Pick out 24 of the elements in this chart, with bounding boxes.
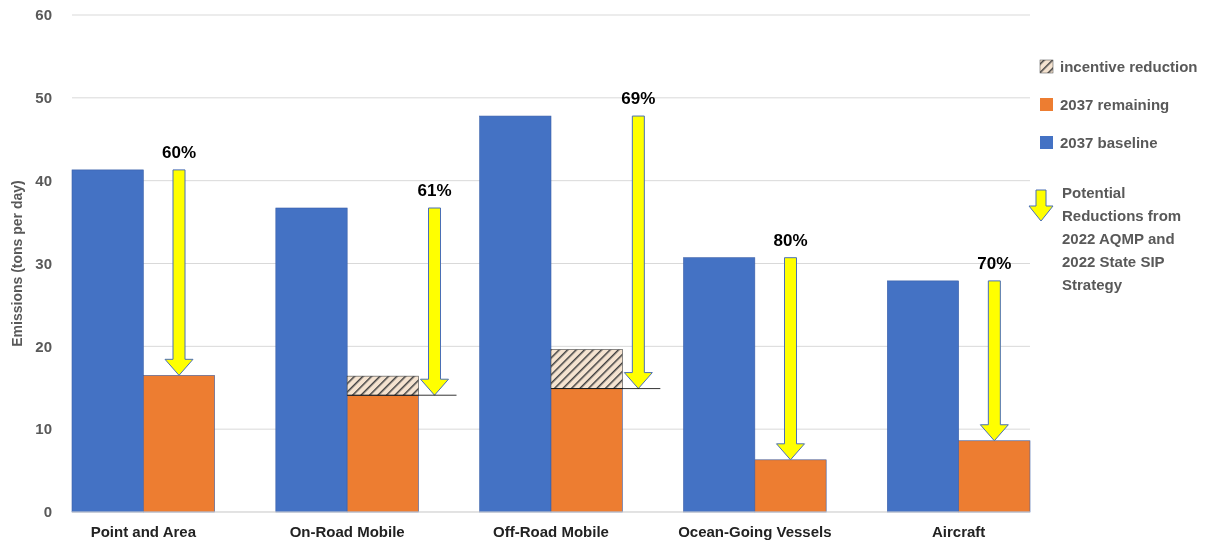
annotation: 69% bbox=[621, 89, 656, 109]
y-tick-label: 60 bbox=[35, 6, 52, 24]
legend-label: incentive reduction bbox=[1060, 58, 1198, 76]
y-tick-label: 0 bbox=[43, 503, 52, 521]
x-tick-label: Off-Road Mobile bbox=[493, 523, 609, 540]
legend-label: 2037 baseline bbox=[1060, 134, 1158, 152]
annotation: 70% bbox=[977, 253, 1012, 273]
x-tick-label: Point and Area bbox=[90, 523, 197, 540]
annotation: 80% bbox=[773, 230, 808, 250]
legend-label: 2037 remaining bbox=[1060, 96, 1170, 114]
text: Potential Reductions from 2022 AQMP and 2022 State SIP Strategy bbox=[1062, 184, 1182, 294]
y-tick-label: 40 bbox=[35, 171, 52, 189]
annotation: 61% bbox=[417, 181, 452, 200]
y-tick-label: 30 bbox=[35, 254, 52, 272]
y-tick-label: 10 bbox=[35, 420, 52, 438]
x-tick-label: On-Road Mobile bbox=[289, 523, 405, 540]
annotation: 60% bbox=[162, 142, 197, 162]
y-tick-label: 20 bbox=[35, 337, 52, 355]
y-axis-title: Emissions (tons per day) bbox=[9, 180, 25, 347]
y-tick-label: 50 bbox=[35, 89, 52, 107]
x-tick-label: Ocean-Going Vessels bbox=[678, 523, 832, 540]
bar bbox=[346, 375, 419, 396]
x-tick-label: Aircraft bbox=[931, 523, 986, 540]
bar bbox=[550, 349, 623, 389]
